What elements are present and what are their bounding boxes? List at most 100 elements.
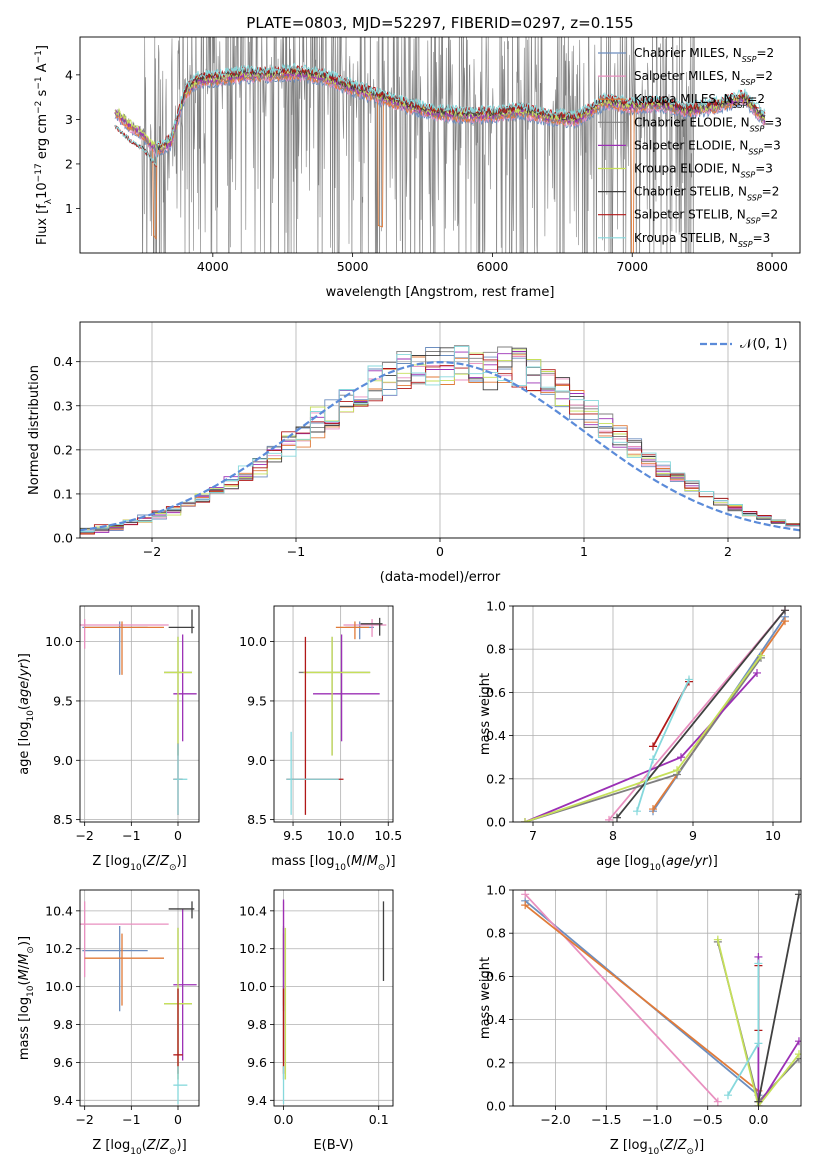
x-axis-label: mass [log10(M/M⊙)]: [271, 854, 395, 873]
point-salpeter-elodie: [173, 908, 197, 1061]
y-tick-label: 0.0: [486, 1099, 506, 1114]
point-salpeter-stelib: [173, 988, 183, 1074]
y-tick-label: 1.0: [486, 599, 506, 614]
age-vs-mass-plot-area: [274, 606, 393, 822]
residuals-plot-area: [80, 322, 800, 538]
y-tick-label: 9.0: [247, 753, 267, 768]
weight-marker: [613, 813, 621, 822]
y-tick-label: 9.4: [247, 1093, 267, 1108]
point-kroupa-miles: [335, 621, 370, 640]
weight-marker: [673, 766, 681, 775]
normal-curve: [80, 360, 800, 532]
y-tick-label: 10.0: [45, 979, 73, 994]
histogram-kroupa-stelib: [80, 345, 800, 532]
weight-marker: [754, 1039, 763, 1048]
x-tick-label: −1.0: [642, 1112, 672, 1127]
weight-path: [524, 893, 719, 1103]
weight-line-salpeter-stelib: [649, 677, 693, 751]
panel-weight-vs-Z: −2.0 −1.5 −1.0 −0.5 0.0 0.0 0.2 0.4 0.6 0.8 1.0 Z […: [478, 883, 802, 1157]
legend-label-normal: 𝒩(0, 1): [740, 337, 787, 352]
y-tick-label: 3: [65, 112, 73, 127]
y-tick-label: 9.4: [53, 1093, 73, 1108]
y-tick-label: 1.0: [486, 883, 506, 898]
x-tick-label: 0: [174, 1112, 182, 1127]
weight-line-kroupa-miles: [521, 901, 763, 1095]
x-tick-label: 4000: [197, 259, 229, 274]
weight-marker: [521, 890, 530, 899]
legend-label-chabrier-miles: Chabrier MILES, NSSP=2: [634, 46, 774, 64]
weight-line-chabrier-stelib: [613, 606, 789, 822]
x-tick-label: 7: [529, 828, 537, 843]
point-salpeter-miles: [80, 901, 169, 978]
point-chabrier-elodie: [298, 636, 371, 756]
point-chabrier-stelib: [168, 609, 195, 634]
point-kroupa-elodie: [164, 636, 192, 756]
legend-label-kroupa-stelib: Kroupa STELIB, NSSP=3: [634, 231, 770, 249]
x-tick-label: 0: [436, 544, 444, 559]
y-axis-label: age [log10(age/yr)]: [17, 653, 36, 775]
y-tick-label: 4: [65, 67, 73, 82]
weight-line-chabrier-stelib: [754, 890, 801, 1106]
point-chabrier-stelib: [168, 901, 195, 919]
point-kroupa-stelib: [173, 743, 188, 815]
panel-residuals: −2 −1 0 1 2 0.0 0.1 0.2 0.3 0.4 (data-model)/error…: [27, 321, 801, 585]
point-kroupa-elodie: [303, 636, 371, 756]
point-kroupa-stelib: [173, 1066, 188, 1105]
mass-vs-EBV-plot-area: [274, 890, 393, 1106]
weight-line-kroupa-stelib: [633, 675, 693, 816]
weight-marker: [794, 1050, 801, 1059]
weight-marker: [677, 753, 685, 762]
weight-marker: [794, 1037, 801, 1046]
weight-marker: [713, 1097, 722, 1106]
y-tick-label: 9.0: [53, 753, 73, 768]
point-salpeter-elodie: [173, 634, 197, 742]
weight-marker: [649, 755, 657, 764]
legend-label-salpeter-elodie: Salpeter ELODIE, NSSP=3: [634, 138, 781, 156]
x-tick-label: 1: [580, 544, 588, 559]
histogram-salpeter-elodie: [80, 351, 800, 533]
y-tick-label: 0.8: [486, 642, 506, 657]
axes-frame: [273, 605, 394, 823]
y-tick-label: 10.0: [239, 979, 267, 994]
panel-weight-vs-age: 7 8 9 10 0.0 0.2 0.4 0.6 0.8 1.0 age [log10(age/yr…: [478, 599, 802, 873]
axes-frame: [79, 321, 801, 539]
point-chabrier-miles: [82, 926, 148, 1012]
weight-marker: [633, 807, 641, 816]
y-tick-label: 0.8: [486, 926, 506, 941]
point-salpeter-elodie: [313, 634, 380, 742]
y-axis-label: mass weight: [478, 673, 493, 755]
y-tick-label: 9.8: [247, 1017, 267, 1032]
weight-marker: [794, 890, 801, 899]
x-tick-label: 0.0: [274, 1112, 294, 1127]
y-tick-label: 10.2: [45, 941, 73, 956]
y-tick-label: 8.5: [247, 812, 267, 827]
axes-frame: [79, 889, 200, 1107]
weight-marker: [753, 668, 761, 677]
x-tick-label: 7000: [616, 259, 648, 274]
weight-marker: [521, 901, 530, 910]
y-tick-label: 2: [65, 156, 73, 171]
spectrum-legend: Chabrier MILES, NSSP=2 Salpeter MILES, NS…: [598, 46, 782, 248]
weight-path: [524, 904, 759, 1092]
legend-label-chabrier-elodie: Chabrier ELODIE, NSSP=3: [634, 115, 782, 133]
x-tick-label: −2.0: [540, 1112, 570, 1127]
axes-frame: [273, 889, 394, 1107]
y-tick-label: 10.4: [239, 903, 267, 918]
weight-marker: [649, 742, 657, 751]
weight-line-kroupa-elodie: [521, 651, 765, 822]
x-axis-label: Z [log10(Z/Z⊙)]: [610, 1138, 704, 1157]
y-tick-label: 9.5: [53, 693, 73, 708]
y-axis-label: mass [log10(M/M⊙)]: [17, 936, 36, 1060]
weight-marker: [723, 1091, 732, 1100]
x-tick-label: 2: [724, 544, 732, 559]
point-chabrier-stelib: [360, 617, 383, 636]
weight-marker: [521, 818, 529, 822]
weight-marker: [754, 959, 763, 968]
y-tick-label: 10.0: [45, 634, 73, 649]
y-tick-label: 10.4: [45, 903, 73, 918]
legend-label-chabrier-stelib: Chabrier STELIB, NSSP=2: [634, 185, 779, 203]
weight-marker: [781, 617, 789, 626]
age-vs-Z-plot-area: [80, 606, 199, 822]
legend-label-kroupa-elodie: Kroupa ELODIE, NSSP=3: [634, 162, 773, 180]
